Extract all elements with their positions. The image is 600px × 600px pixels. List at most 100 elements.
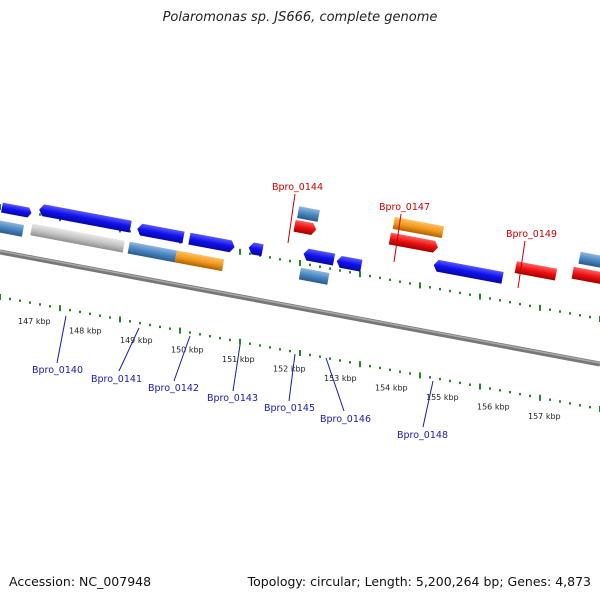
inner-minor-tick (309, 353, 311, 357)
outer-minor-tick (279, 258, 281, 261)
outer-minor-tick (499, 299, 501, 302)
inner-minor-tick (39, 303, 41, 306)
inner-minor-tick (439, 377, 441, 381)
gene-arrow-bpro-0147[interactable] (392, 217, 445, 239)
inner-minor-tick (319, 355, 321, 358)
gene-labels-top: Bpro_0144 Bpro_0147 Bpro_0149 (272, 182, 557, 289)
inner-minor-tick (29, 301, 31, 304)
outer-minor-tick (529, 304, 531, 308)
label-leader-line (422, 380, 434, 428)
gene-arrow-bpro-0145[interactable] (302, 248, 336, 266)
genome-title: Polaromonas sp. JS666, complete genome (162, 10, 438, 25)
gene-arrow[interactable] (0, 202, 32, 218)
outer-minor-tick (439, 287, 441, 291)
inner-minor-tick (129, 320, 131, 323)
outer-minor-tick (449, 289, 451, 293)
gene-arrow[interactable] (0, 220, 25, 237)
outer-minor-tick (349, 271, 351, 274)
gene-label[interactable]: Bpro_0141 (91, 374, 142, 385)
gene-arrow[interactable] (578, 251, 600, 278)
gene-label[interactable]: Bpro_0149 (506, 229, 557, 240)
inner-major-tick (179, 327, 181, 334)
label-leader-line (232, 344, 241, 392)
inner-minor-tick (49, 305, 51, 308)
outer-minor-tick (569, 312, 571, 315)
outer-major-tick (359, 271, 361, 278)
inner-minor-tick (249, 342, 251, 345)
inner-minor-tick (19, 299, 21, 302)
inner-minor-tick (589, 405, 591, 409)
gene-label[interactable]: Bpro_0144 (272, 182, 323, 193)
inner-minor-tick (379, 366, 381, 370)
inner-minor-tick (459, 381, 461, 385)
scale-label: 157 kbp (528, 412, 561, 421)
inner-minor-tick (399, 370, 401, 373)
gene-arrow-pseudo[interactable] (30, 223, 125, 253)
gene-label[interactable]: Bpro_0145 (264, 403, 315, 414)
gene-arrow[interactable] (188, 232, 235, 253)
inner-major-tick (539, 394, 541, 401)
inner-minor-tick (569, 402, 571, 405)
inner-major-tick (119, 316, 121, 323)
outer-minor-tick (559, 310, 561, 313)
inner-minor-tick (189, 331, 191, 334)
gene-label[interactable]: Bpro_0143 (207, 393, 258, 404)
label-leader-line (118, 327, 140, 372)
gene-label[interactable]: Bpro_0147 (379, 202, 430, 213)
gene-label[interactable]: Bpro_0148 (397, 430, 448, 441)
inner-minor-tick (109, 316, 111, 319)
label-leader-line (56, 315, 67, 364)
inner-minor-tick (339, 359, 341, 362)
gene-arrow-rna[interactable] (293, 219, 317, 236)
gene-arrow[interactable] (298, 267, 330, 285)
accession-label: Accession: NC_007948 (9, 574, 152, 589)
gene-features (0, 202, 600, 293)
inner-minor-tick (579, 404, 581, 407)
inner-minor-tick (429, 376, 431, 379)
backbone (0, 249, 600, 367)
inner-minor-tick (99, 314, 101, 317)
inner-major-tick (239, 338, 241, 345)
outer-minor-tick (319, 265, 321, 268)
gene-arrow-rna[interactable] (388, 232, 439, 254)
gene-arrow-bpro-0149[interactable] (514, 261, 558, 281)
inner-minor-tick (499, 389, 501, 392)
inner-minor-tick (199, 333, 201, 336)
gene-arrow-bpro-0141[interactable] (136, 223, 185, 244)
label-leader-line (517, 240, 526, 289)
inner-major-tick (0, 294, 1, 300)
outer-major-tick (479, 293, 481, 300)
gene-arrow[interactable] (127, 241, 178, 263)
gene-arrow-rna[interactable] (571, 266, 600, 293)
gene-label[interactable]: Bpro_0146 (320, 414, 371, 425)
gene-arrow-bpro-0144[interactable] (297, 206, 320, 222)
inner-minor-tick (449, 379, 451, 383)
inner-minor-tick (9, 297, 11, 301)
label-leader-line (288, 353, 296, 402)
inner-minor-tick (209, 335, 211, 338)
gene-label[interactable]: Bpro_0140 (32, 365, 83, 376)
inner-major-tick (419, 372, 421, 379)
gene-label[interactable]: Bpro_0142 (148, 383, 199, 394)
gene-arrow-bpro-0146[interactable] (336, 255, 363, 272)
inner-minor-tick (69, 308, 71, 312)
gene-arrow-bpro-0143[interactable] (248, 242, 264, 257)
outer-major-tick (0, 204, 1, 210)
scale-label: 153 kbp (324, 374, 357, 383)
gene-arrow-bpro-0142[interactable] (174, 250, 225, 272)
outer-minor-tick (489, 297, 491, 300)
outer-minor-tick (399, 280, 401, 283)
outer-minor-tick (509, 301, 511, 304)
scale-label: 148 kbp (69, 327, 102, 336)
outer-major-tick (419, 282, 421, 289)
inner-minor-tick (89, 312, 91, 315)
outer-minor-tick (469, 293, 471, 296)
inner-minor-tick (279, 348, 281, 351)
outer-minor-tick (309, 263, 311, 267)
gene-arrow-bpro-0140[interactable] (38, 204, 132, 233)
gene-arrow-bpro-0148[interactable] (433, 259, 504, 284)
inner-minor-tick (529, 394, 531, 398)
inner-tick-row (0, 294, 600, 412)
outer-major-tick (539, 304, 541, 311)
inner-minor-tick (509, 391, 511, 394)
